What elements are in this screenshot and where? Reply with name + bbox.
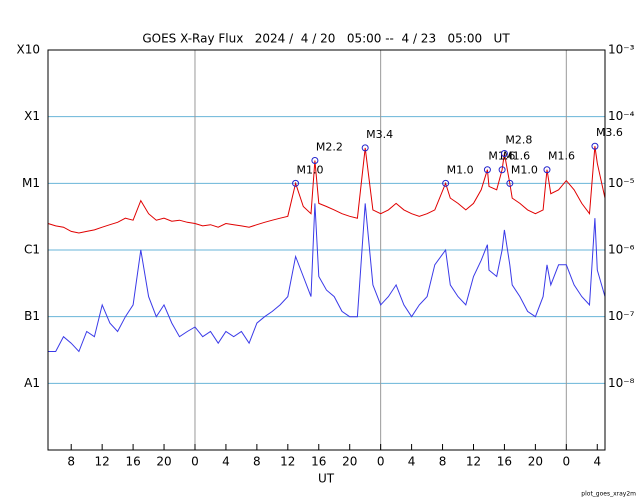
flare-marker xyxy=(361,144,369,152)
x-tick-label: 4 xyxy=(222,455,230,469)
flare-marker xyxy=(543,166,551,174)
chart-title: GOES X-Ray Flux 2024 / 4 / 20 05:00 -- 4… xyxy=(142,32,510,46)
class-label: X10 xyxy=(17,43,41,57)
class-label: X1 xyxy=(24,109,40,123)
footer: plot_goes_xray2m xyxy=(581,491,636,498)
flare-label: M1.6 xyxy=(488,150,515,163)
class-label: M1 xyxy=(22,176,40,190)
flare-marker xyxy=(498,166,506,174)
y-tick-label: 10⁻⁴ xyxy=(608,109,635,123)
x-tick-label: 20 xyxy=(528,455,543,469)
flare-marker xyxy=(442,179,450,187)
x-tick-label: 0 xyxy=(377,455,385,469)
x-axis-label: UT xyxy=(318,472,335,486)
flare-label: M1.6 xyxy=(548,150,575,163)
flux-line xyxy=(47,146,606,234)
x-tick-label: 0 xyxy=(191,455,199,469)
x-tick-label: 16 xyxy=(497,455,512,469)
x-tick-label: 4 xyxy=(593,455,601,469)
x-tick-label: 8 xyxy=(67,455,75,469)
x-tick-label: 0 xyxy=(562,455,570,469)
flare-label: M1.0 xyxy=(511,163,538,176)
flare-label: M3.6 xyxy=(596,126,623,139)
y-tick-label: 10⁻⁶ xyxy=(608,243,635,257)
x-tick-label: 16 xyxy=(311,455,326,469)
flare-label: M2.2 xyxy=(316,141,343,154)
flare-marker xyxy=(591,142,599,150)
flare-label: M1.0 xyxy=(297,163,324,176)
flare-label: M3.4 xyxy=(366,128,393,141)
x-tick-label: 16 xyxy=(125,455,140,469)
x-tick-label: 8 xyxy=(253,455,261,469)
class-label: A1 xyxy=(24,376,40,390)
flare-label: M1.0 xyxy=(447,163,474,176)
flare-marker xyxy=(292,179,300,187)
x-tick-label: 8 xyxy=(439,455,447,469)
y-tick-label: 10⁻⁸ xyxy=(608,376,635,390)
plot-frame xyxy=(47,49,606,451)
y-tick-label: 10⁻³ xyxy=(608,43,635,57)
flux-line xyxy=(48,203,606,353)
x-tick-label: 12 xyxy=(466,455,481,469)
flare-marker xyxy=(506,179,514,187)
flare-label: M1.6 xyxy=(503,150,530,163)
x-tick-label: 20 xyxy=(156,455,171,469)
flare-marker xyxy=(311,157,319,165)
y-tick-label: 10⁻⁵ xyxy=(608,176,635,190)
y-tick-label: 10⁻⁷ xyxy=(608,309,635,323)
flare-marker xyxy=(483,166,491,174)
flare-marker xyxy=(500,150,508,158)
flare-label: M2.8 xyxy=(505,134,532,147)
class-label: B1 xyxy=(24,309,40,323)
class-label: C1 xyxy=(24,243,40,257)
x-tick-label: 12 xyxy=(280,455,295,469)
x-tick-label: 4 xyxy=(408,455,416,469)
x-tick-label: 20 xyxy=(342,455,357,469)
x-tick-label: 12 xyxy=(95,455,110,469)
